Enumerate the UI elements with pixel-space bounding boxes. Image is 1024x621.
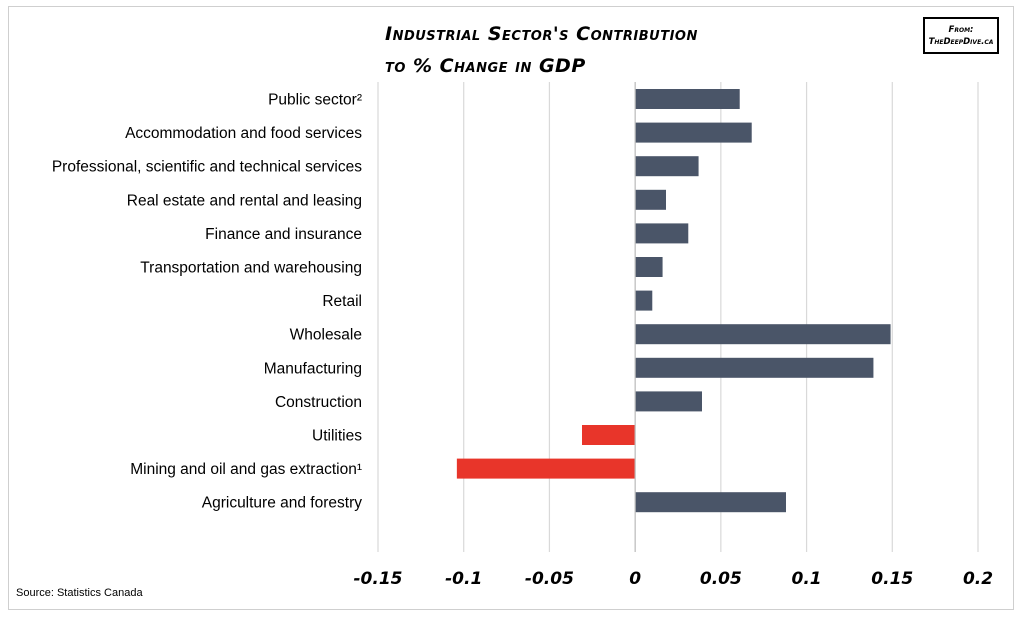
badge-line-2: TheDeepDive.ca [928, 37, 994, 47]
x-tick-label-3: 0 [629, 569, 641, 589]
bar-2 [635, 156, 699, 177]
bar-3 [635, 189, 666, 210]
category-label-1: Accommodation and food services [125, 125, 362, 142]
category-label-12: Agriculture and forestry [202, 495, 362, 512]
bar-5 [635, 257, 663, 277]
x-tick-label-7: 0.2 [963, 569, 993, 589]
x-tick-label-0: -0.15 [354, 569, 403, 589]
bar-12 [635, 492, 786, 513]
category-label-10: Utilities [312, 428, 362, 445]
category-label-5: Transportation and warehousing [140, 260, 362, 277]
badge-line-1: From: [948, 25, 974, 35]
source-note: Source: Statistics Canada [16, 587, 143, 599]
bar-0 [635, 89, 740, 109]
category-label-4: Finance and insurance [205, 226, 362, 243]
bar-11 [456, 458, 636, 479]
category-label-11: Mining and oil and gas extraction¹ [130, 461, 362, 478]
bar-7 [635, 324, 891, 345]
category-label-2: Professional, scientific and technical s… [52, 159, 362, 176]
category-label-9: Construction [275, 394, 362, 411]
category-label-6: Retail [322, 293, 362, 310]
chart-title: Industrial Sector's Contribution to % Ch… [385, 18, 698, 82]
category-label-3: Real estate and rental and leasing [127, 192, 362, 209]
source-badge: From: TheDeepDive.ca [923, 17, 999, 54]
category-label-8: Manufacturing [264, 360, 362, 377]
bar-9 [635, 391, 702, 412]
chart-title-line-2: to % Change in GDP [385, 55, 586, 77]
bar-10 [582, 425, 636, 445]
chart-title-line-1: Industrial Sector's Contribution [385, 23, 698, 45]
chart-frame [8, 6, 1014, 610]
bar-1 [635, 122, 752, 143]
x-tick-label-5: 0.1 [792, 569, 822, 589]
x-tick-label-2: -0.05 [525, 569, 574, 589]
category-label-7: Wholesale [290, 327, 362, 344]
bar-8 [635, 357, 874, 378]
bar-6 [635, 290, 653, 311]
bar-4 [635, 223, 689, 244]
x-tick-label-1: -0.1 [445, 569, 482, 589]
x-tick-label-6: 0.15 [871, 569, 913, 589]
x-tick-label-4: 0.05 [700, 569, 742, 589]
category-label-0: Public sector² [268, 92, 362, 109]
